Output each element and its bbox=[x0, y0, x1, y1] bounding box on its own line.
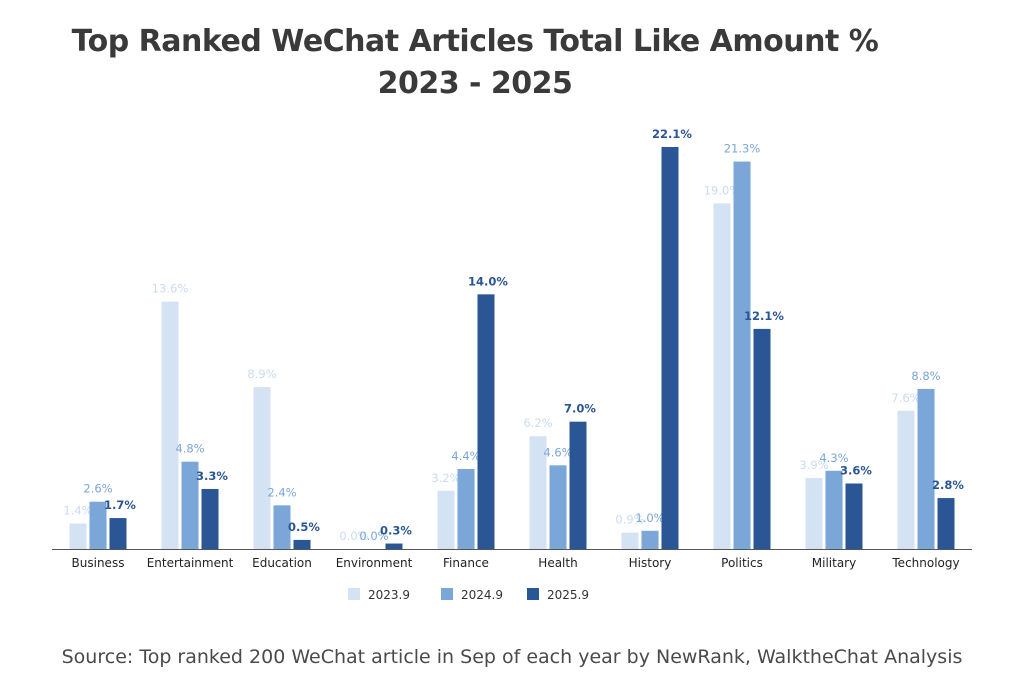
bar-chart: 1.4% 2.6% 1.7% Business 13.6% 4.8% 3.3% Enterta… bbox=[52, 127, 972, 602]
category-label-finance: Finance bbox=[443, 556, 489, 570]
data-label-environment-2023-9: 0.0% bbox=[339, 529, 368, 543]
data-label-health-2024-9: 4.6% bbox=[543, 445, 572, 459]
bar-business-2025-9 bbox=[109, 518, 127, 549]
bar-health-2025-9 bbox=[569, 421, 587, 549]
data-label-finance-2024-9: 4.4% bbox=[451, 449, 480, 463]
legend-label-2025-9: 2025.9 bbox=[547, 588, 589, 602]
bar-entertainment-2025-9 bbox=[201, 488, 219, 549]
data-label-business-2023-9: 1.4% bbox=[63, 504, 92, 518]
bar-entertainment-2023-9 bbox=[161, 301, 179, 549]
data-label-entertainment-2023-9: 13.6% bbox=[152, 282, 189, 296]
category-label-health: Health bbox=[538, 556, 577, 570]
data-label-health-2025-9: 7.0% bbox=[564, 402, 596, 416]
bar-health-2023-9 bbox=[529, 436, 547, 549]
chart-subtitle: 2023 - 2025 bbox=[377, 66, 573, 101]
bar-environment-2025-9 bbox=[385, 543, 403, 549]
bar-business-2023-9 bbox=[69, 523, 87, 549]
category-label-education: Education bbox=[252, 556, 312, 570]
bar-history-2025-9 bbox=[661, 147, 679, 549]
category-label-business: Business bbox=[72, 556, 125, 570]
bar-politics-2024-9 bbox=[733, 161, 751, 549]
bar-business-2024-9 bbox=[89, 501, 107, 549]
bar-politics-2025-9 bbox=[753, 328, 771, 549]
data-label-education-2023-9: 8.9% bbox=[247, 367, 276, 381]
category-label-technology: Technology bbox=[891, 556, 959, 570]
bar-history-2024-9 bbox=[641, 530, 659, 549]
data-label-finance-2023-9: 3.2% bbox=[431, 471, 460, 485]
data-label-military-2025-9: 3.6% bbox=[840, 464, 872, 478]
legend-swatch-2023-9 bbox=[348, 588, 360, 600]
bar-education-2025-9 bbox=[293, 539, 311, 549]
data-label-environment-2024-9: 0.0% bbox=[359, 529, 388, 543]
data-label-finance-2025-9: 14.0% bbox=[468, 274, 508, 288]
bar-health-2024-9 bbox=[549, 465, 567, 549]
data-label-technology-2023-9: 7.6% bbox=[891, 391, 920, 405]
bar-technology-2024-9 bbox=[917, 388, 935, 549]
bar-politics-2023-9 bbox=[713, 203, 731, 549]
data-label-entertainment-2025-9: 3.3% bbox=[196, 469, 228, 483]
legend-label-2024-9: 2024.9 bbox=[461, 588, 503, 602]
data-label-business-2025-9: 1.7% bbox=[104, 498, 136, 512]
data-label-business-2024-9: 2.6% bbox=[83, 482, 112, 496]
data-label-environment-2025-9: 0.3% bbox=[380, 524, 412, 538]
bar-technology-2025-9 bbox=[937, 498, 955, 549]
data-label-education-2025-9: 0.5% bbox=[288, 520, 320, 534]
data-label-politics-2024-9: 21.3% bbox=[724, 142, 761, 156]
category-label-environment: Environment bbox=[336, 556, 413, 570]
data-label-entertainment-2024-9: 4.8% bbox=[175, 442, 204, 456]
bar-education-2023-9 bbox=[253, 387, 271, 549]
bar-entertainment-2024-9 bbox=[181, 461, 199, 549]
category-label-history: History bbox=[629, 556, 672, 570]
data-label-military-2023-9: 3.9% bbox=[799, 458, 828, 472]
category-label-entertainment: Entertainment bbox=[147, 556, 234, 570]
bar-education-2024-9 bbox=[273, 505, 291, 549]
data-label-technology-2025-9: 2.8% bbox=[932, 478, 964, 492]
category-label-military: Military bbox=[812, 556, 856, 570]
bar-military-2023-9 bbox=[805, 478, 823, 549]
legend-swatch-2025-9 bbox=[527, 588, 539, 600]
bar-finance-2023-9 bbox=[437, 490, 455, 549]
bar-technology-2023-9 bbox=[897, 410, 915, 549]
data-label-technology-2024-9: 8.8% bbox=[911, 369, 940, 383]
legend-swatch-2024-9 bbox=[441, 588, 453, 600]
data-label-politics-2023-9: 19.0% bbox=[704, 183, 741, 197]
legend-label-2023-9: 2023.9 bbox=[368, 588, 410, 602]
data-label-history-2023-9: 0.9% bbox=[615, 513, 644, 527]
data-label-history-2024-9: 1.0% bbox=[635, 511, 664, 525]
data-label-education-2024-9: 2.4% bbox=[267, 485, 296, 499]
bar-military-2025-9 bbox=[845, 483, 863, 549]
bar-military-2024-9 bbox=[825, 470, 843, 549]
category-label-politics: Politics bbox=[721, 556, 763, 570]
data-label-health-2023-9: 6.2% bbox=[523, 416, 552, 430]
data-label-military-2024-9: 4.3% bbox=[819, 451, 848, 465]
bar-finance-2024-9 bbox=[457, 468, 475, 549]
bar-history-2023-9 bbox=[621, 532, 639, 549]
data-label-history-2025-9: 22.1% bbox=[652, 127, 692, 141]
chart-title: Top Ranked WeChat Articles Total Like Am… bbox=[71, 24, 879, 59]
source-note: Source: Top ranked 200 WeChat article in… bbox=[61, 646, 963, 668]
data-label-politics-2025-9: 12.1% bbox=[744, 309, 784, 323]
bar-finance-2025-9 bbox=[477, 294, 495, 549]
